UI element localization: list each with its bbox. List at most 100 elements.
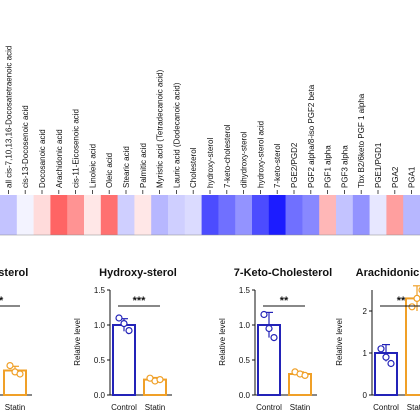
panel-title: 7-Keto-Cholesterol <box>234 267 332 279</box>
heatmap-label: Oleic acid <box>105 153 114 188</box>
y-tick-label: 2 <box>363 307 368 316</box>
heatmap-label: PGA1 <box>408 166 417 188</box>
bar-panel: 7-Keto-Cholesterol Relative level 0.0 0.5 1.… <box>218 267 332 412</box>
heatmap-label: Linoleic acid <box>88 144 97 188</box>
heatmap-cell <box>268 195 286 235</box>
data-point <box>413 294 420 302</box>
heatmap-cell <box>336 195 354 235</box>
heatmap-label: Docosanoic acid <box>38 129 47 188</box>
data-point <box>260 310 268 319</box>
y-tick-label: 0.5 <box>94 356 106 365</box>
heatmap-label: Arachidonic acid <box>55 129 64 188</box>
y-axis-label: Relative level <box>73 318 82 366</box>
heatmap-label: Palmitic acid <box>139 143 148 188</box>
y-tick-label: 0.5 <box>239 356 251 365</box>
data-point <box>387 359 395 368</box>
heatmap-label: Tbx B2/6keto PGF 1 alpha <box>357 93 366 188</box>
heatmap-label: dihydroxy-sterol <box>240 131 249 188</box>
significance: ** <box>397 295 406 307</box>
data-point <box>120 320 128 328</box>
x-tick-label: Control <box>256 403 282 412</box>
heatmap-cell <box>403 195 420 235</box>
heatmap-cell <box>16 195 34 235</box>
significance: ** <box>280 295 289 307</box>
x-tick-label: Statin <box>407 403 420 412</box>
heatmap-label: Cholesterol <box>189 147 198 188</box>
y-tick-label: 1.0 <box>239 321 251 330</box>
heatmap-cell <box>218 195 236 235</box>
bar <box>405 297 420 396</box>
heatmap-cell <box>100 195 118 235</box>
heatmap-cell <box>67 195 85 235</box>
data-point <box>382 353 390 361</box>
heatmap-label: all cis-7,10,13,16-Docosatetraenoic acid <box>4 46 13 188</box>
x-tick-label: Statin <box>290 403 310 412</box>
y-tick-label: 0 <box>363 391 368 400</box>
y-tick-label: 0.0 <box>94 391 106 400</box>
heatmap-label: PGF1 alpha <box>324 145 333 188</box>
heatmap-label: PGF3 alpha <box>340 145 349 188</box>
x-tick-label: Control <box>373 403 399 412</box>
heatmap: all cis-7,10,13,16-Docosatetraenoic acid… <box>0 46 420 236</box>
y-axis-label: Relative level <box>335 318 344 366</box>
heatmap-cell <box>84 195 102 235</box>
heatmap-label: PGF2 alpha/8-iso PGF2 beta <box>307 84 316 188</box>
heatmap-cell <box>352 195 370 235</box>
heatmap-cell <box>168 195 186 235</box>
heatmap-cell <box>151 195 169 235</box>
heatmap-label: PGA2 <box>391 166 400 188</box>
heatmap-label: 7-keto-sterol <box>273 143 282 188</box>
data-point <box>377 345 385 353</box>
bar-panel: Hydroxy-sterol Relative level 0.0 0.5 1.0 1.5… <box>73 267 177 412</box>
heatmap-label: Lauric acid (Dodecanoic acid) <box>172 82 181 188</box>
heatmap-cell <box>235 195 253 235</box>
heatmap-label: Stearic acid <box>122 146 131 188</box>
data-point <box>301 371 309 379</box>
y-tick-label: 1.5 <box>239 286 251 295</box>
heatmap-cell <box>369 195 387 235</box>
heatmap-label: hydroxy-sterol <box>206 138 215 188</box>
data-point <box>156 376 164 384</box>
heatmap-cell <box>134 195 152 235</box>
y-axis-label: Relative level <box>218 318 227 366</box>
heatmap-cell <box>201 195 219 235</box>
bar-panel: Arachidonic acid Relative level 0 1 2 Control… <box>335 267 420 412</box>
heatmap-cell <box>117 195 135 235</box>
data-point <box>16 370 24 378</box>
significance: *** <box>133 295 147 307</box>
data-point <box>125 327 133 335</box>
heatmap-label: PGE2/PGD2 <box>290 142 299 188</box>
heatmap-cell <box>319 195 337 235</box>
y-tick-label: 1.5 <box>94 286 106 295</box>
heatmap-cell <box>184 195 202 235</box>
heatmap-label: cis-13-Docosenoic acid <box>21 105 30 188</box>
heatmap-cell <box>50 195 68 235</box>
heatmap-cell <box>285 195 303 235</box>
bar <box>112 324 136 396</box>
heatmap-label: Myristic acid (Tetradecanoic acid) <box>156 69 165 188</box>
heatmap-cell <box>0 195 18 235</box>
data-point <box>408 303 416 311</box>
x-tick-label: Statin <box>145 403 165 412</box>
panel-title: Cholesterol <box>0 267 28 279</box>
y-tick-label: 0.0 <box>239 391 251 400</box>
heatmap-label: hydroxy-sterol acid <box>256 121 265 188</box>
data-point <box>270 334 278 342</box>
heatmap-cell <box>33 195 51 235</box>
data-point <box>6 362 14 370</box>
panel-title: Hydroxy-sterol <box>99 267 177 279</box>
significance: ** <box>0 295 4 307</box>
heatmap-cell <box>386 195 404 235</box>
heatmap-label: 7-keto-cholesterol <box>223 124 232 188</box>
x-tick-label: Statin <box>5 403 25 412</box>
data-point <box>115 314 123 322</box>
panel-title: Arachidonic acid <box>356 267 420 279</box>
y-tick-label: 1.0 <box>94 321 106 330</box>
heatmap-label: cis-11-Eicosenoic acid <box>72 109 81 188</box>
heatmap-cell <box>302 195 320 235</box>
data-point <box>265 324 273 333</box>
x-tick-label: Control <box>111 403 137 412</box>
heatmap-label: PGE1/PGD1 <box>374 142 383 188</box>
